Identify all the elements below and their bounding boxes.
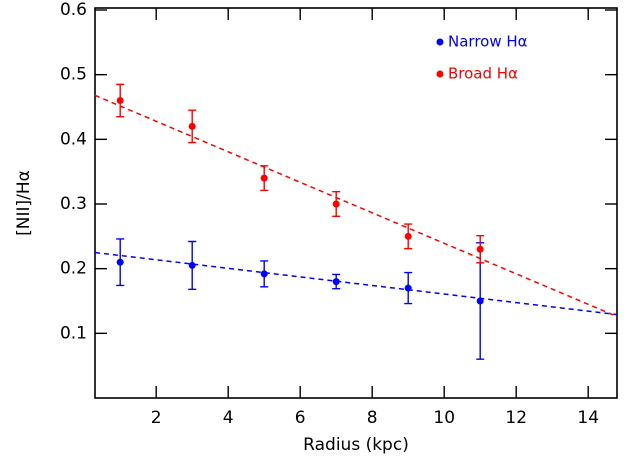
y-tick-label: 0.4: [60, 129, 87, 149]
x-tick-label: 8: [367, 408, 378, 428]
x-tick-label: 6: [295, 408, 306, 428]
y-tick-label: 0.3: [60, 194, 87, 214]
point: [404, 232, 412, 240]
fit-line: [94, 251, 618, 316]
point: [188, 261, 196, 269]
point: [188, 122, 196, 130]
y-tick-label: 0.5: [60, 65, 87, 85]
x-tick-label: 14: [577, 408, 599, 428]
point: [116, 258, 124, 266]
point: [476, 297, 484, 305]
fit-line: [94, 94, 618, 318]
plot-frame: [94, 7, 618, 399]
point: [404, 284, 412, 292]
x-tick-label: 12: [505, 408, 527, 428]
y-tick-label: 0.1: [60, 323, 87, 343]
y-tick-label: 0.6: [60, 0, 87, 20]
y-tick-label: 0.2: [60, 259, 87, 279]
point: [116, 97, 124, 105]
y-axis-label: [NII]/Hα: [14, 170, 34, 236]
point: [476, 245, 484, 253]
point: [332, 200, 340, 208]
legend-marker: [436, 70, 444, 78]
legend-marker: [436, 38, 444, 46]
x-tick-label: 10: [433, 408, 455, 428]
point: [260, 174, 268, 182]
legend-label: Broad Hα: [448, 65, 518, 83]
point: [332, 278, 340, 286]
x-tick-label: 2: [151, 408, 162, 428]
x-tick-label: 4: [223, 408, 234, 428]
point: [260, 270, 268, 278]
x-axis-label: Radius (kpc): [303, 435, 409, 455]
legend-label: Narrow Hα: [448, 33, 528, 51]
